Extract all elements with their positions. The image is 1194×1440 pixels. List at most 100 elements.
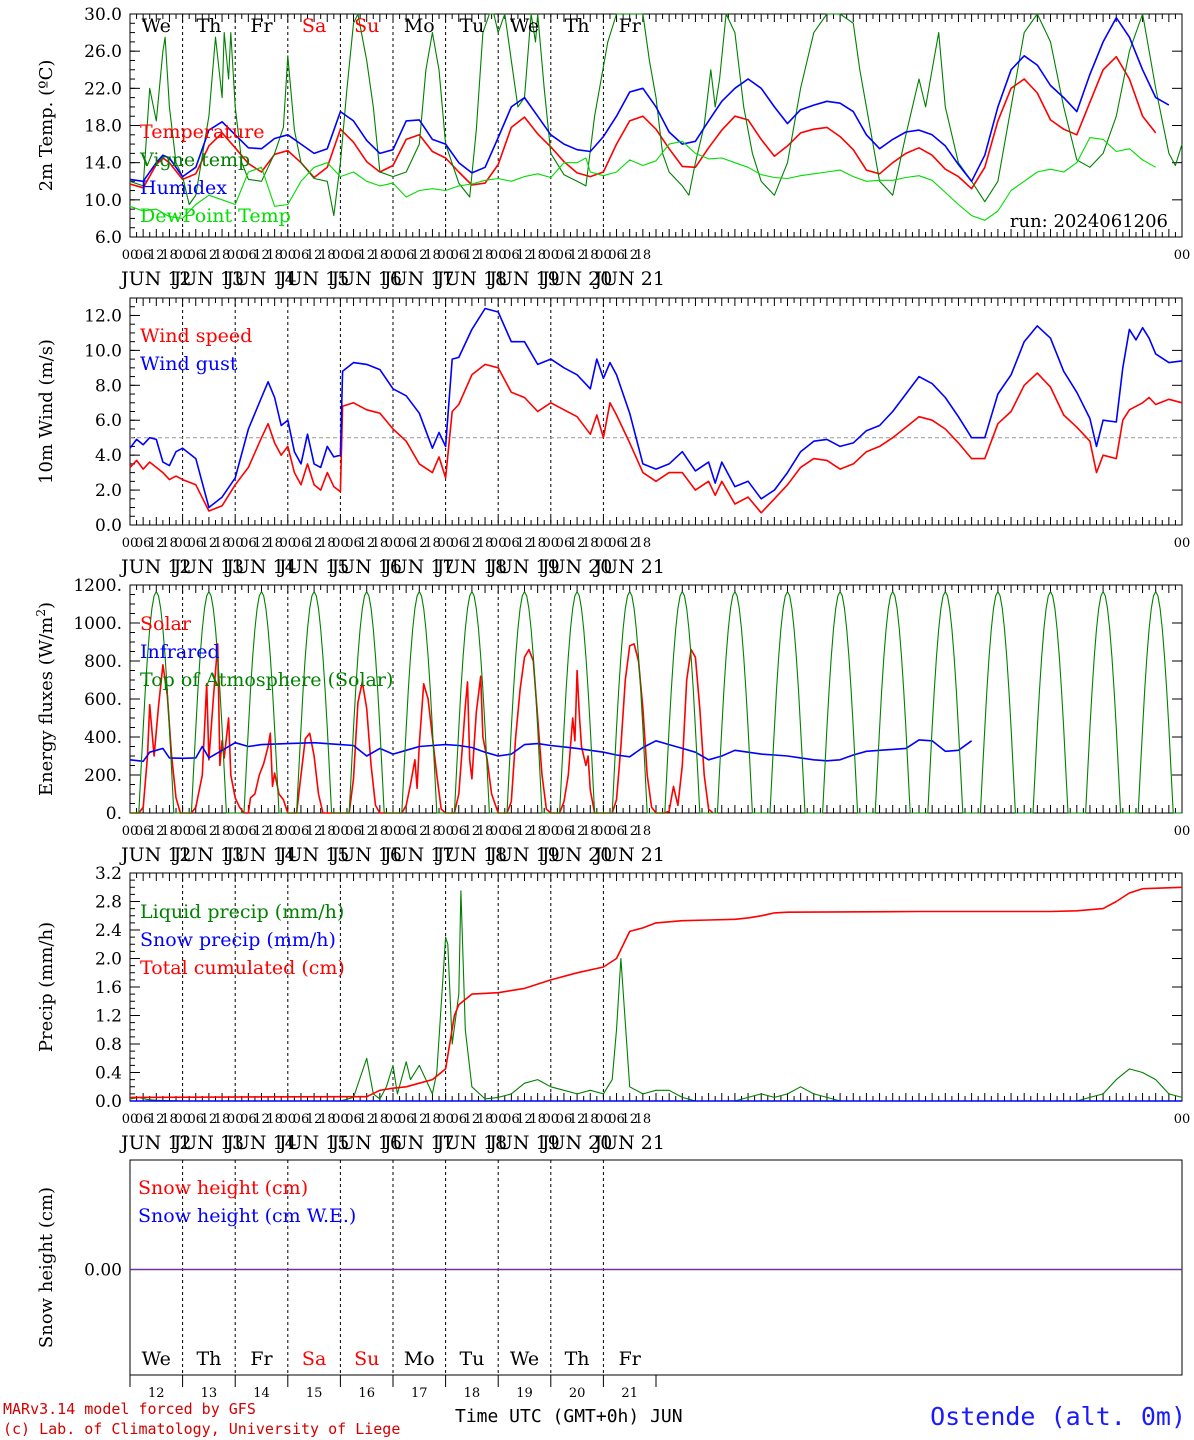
hour-tick-label: 12	[148, 1112, 165, 1127]
date-label: JUN 12	[119, 844, 191, 866]
legend-entry: DewPoint Temp	[140, 205, 291, 227]
hour-tick-label: 12	[358, 1112, 375, 1127]
y-tick-label: 12.0	[84, 306, 122, 326]
hour-tick-label: 00	[280, 824, 297, 839]
hour-tick-label: 06	[450, 248, 467, 263]
date-label: JUN 21	[592, 1132, 664, 1154]
y-tick-label: 800.	[84, 652, 122, 672]
hour-tick-label: 18	[372, 1112, 389, 1127]
day-number-label: 17	[411, 1386, 428, 1401]
date-label: JUN 21	[592, 556, 664, 578]
day-number-label: 21	[621, 1386, 638, 1401]
hour-tick-label: 12	[253, 824, 270, 839]
hour-tick-label: 12	[569, 248, 586, 263]
hour-tick-label: 06	[345, 536, 362, 551]
hour-tick-label: 00	[174, 1112, 191, 1127]
hour-tick-label: 12	[464, 1112, 481, 1127]
hour-tick-label: 00	[122, 824, 139, 839]
hour-tick-label: 00	[280, 536, 297, 551]
date-label: JUN 14	[224, 844, 296, 866]
date-label: JUN 14	[224, 268, 296, 290]
hour-tick-label: 18	[424, 1112, 441, 1127]
hour-tick-label: 12	[148, 536, 165, 551]
hour-tick-label: 06	[503, 536, 520, 551]
hour-tick-label: 00	[490, 824, 507, 839]
series-line-precip-2	[129, 886, 1183, 1099]
hour-tick-label: 06	[503, 1112, 520, 1127]
y-tick-label: 2.8	[95, 893, 122, 913]
hour-tick-label: 06	[503, 824, 520, 839]
hour-tick-label: 00	[385, 824, 402, 839]
series-line-temperature-0	[129, 55, 1157, 190]
weekday-label: Mo	[404, 1348, 435, 1370]
hour-tick-label: 06	[345, 248, 362, 263]
y-tick-label: 3.2	[95, 864, 122, 884]
date-label: JUN 20	[540, 556, 612, 578]
hour-tick-label: 18	[214, 536, 231, 551]
hour-tick-label: 18	[529, 536, 546, 551]
hour-tick-label: 12	[464, 536, 481, 551]
hour-tick-label: 12	[358, 824, 375, 839]
hour-tick-label: 00	[227, 1112, 244, 1127]
hour-tick-label: 18	[582, 824, 599, 839]
date-label: JUN 21	[592, 268, 664, 290]
panel-temperature: 6.0 10.0 14.0 18.0 22.0 26.0 30.0 2m Temp. (ºC)…	[36, 5, 1190, 290]
date-label: JUN 19	[487, 1132, 559, 1154]
weekday-label: Sa	[302, 1348, 326, 1370]
hour-tick-label: 06	[398, 824, 415, 839]
hour-tick-label: 06	[187, 536, 204, 551]
legend-entry: Humidex	[140, 177, 227, 199]
hour-tick-label: 12	[411, 536, 428, 551]
date-label: JUN 13	[172, 1132, 244, 1154]
hour-tick-label: 18	[635, 248, 652, 263]
weekday-label: We	[142, 15, 171, 37]
hour-tick-label: 00	[543, 536, 560, 551]
hour-tick-label: 12	[516, 536, 533, 551]
hour-tick-label: 18	[214, 824, 231, 839]
series-line-wind-1	[129, 307, 1183, 509]
legend-entry: Top of Atmosphere (Solar)	[140, 669, 393, 691]
hour-tick-label: 12	[306, 248, 323, 263]
hour-tick-label: 18	[424, 536, 441, 551]
series-line-temperature-1	[129, 13, 1183, 217]
hour-tick-label: 06	[240, 824, 257, 839]
hour-tick-label: 00	[122, 1112, 139, 1127]
hour-tick-label: 06	[345, 824, 362, 839]
y-tick-label: 10.0	[84, 191, 122, 211]
hour-tick-label: 12	[148, 248, 165, 263]
hour-tick-label: 12	[464, 824, 481, 839]
hour-tick-label: 00	[437, 824, 454, 839]
hour-tick-label: 00	[1174, 248, 1191, 263]
day-number-label: 15	[306, 1386, 323, 1401]
date-label: JUN 14	[224, 1132, 296, 1154]
hour-tick-label: 00	[543, 824, 560, 839]
y-tick-label: 2.0	[95, 950, 122, 970]
hour-tick-label: 12	[148, 824, 165, 839]
hour-tick-label: 18	[266, 536, 283, 551]
hour-tick-label: 00	[122, 248, 139, 263]
legend-entry: Snow height (cm W.E.)	[138, 1205, 356, 1227]
hour-tick-label: 06	[608, 536, 625, 551]
hour-tick-label: 12	[358, 248, 375, 263]
hour-tick-label: 00	[490, 536, 507, 551]
date-label: JUN 20	[540, 268, 612, 290]
hour-tick-label: 06	[187, 824, 204, 839]
hour-tick-label: 12	[411, 824, 428, 839]
y-tick-label: 14.0	[84, 154, 122, 174]
hour-tick-label: 18	[266, 248, 283, 263]
weekday-label: Mo	[404, 15, 435, 37]
y-tick-label: 0.	[106, 804, 122, 824]
hour-tick-label: 18	[372, 824, 389, 839]
station-name: Ostende (alt. 0m)	[930, 1402, 1186, 1431]
hour-tick-label: 00	[332, 248, 349, 263]
hour-tick-label: 06	[556, 248, 573, 263]
day-number-label: 19	[516, 1386, 533, 1401]
panel-wind: 0.0 2.0 4.0 6.0 8.0 10.0 12.0 10m Wind (m/s) Win…	[36, 297, 1190, 578]
hour-tick-label: 18	[477, 824, 494, 839]
hour-tick-label: 18	[424, 824, 441, 839]
y-tick-label: 8.0	[95, 376, 122, 396]
hour-tick-label: 18	[582, 1112, 599, 1127]
model-credit: MARv3.14 model forced by GFS	[3, 1400, 256, 1418]
hour-tick-label: 06	[293, 248, 310, 263]
hour-tick-label: 00	[280, 1112, 297, 1127]
